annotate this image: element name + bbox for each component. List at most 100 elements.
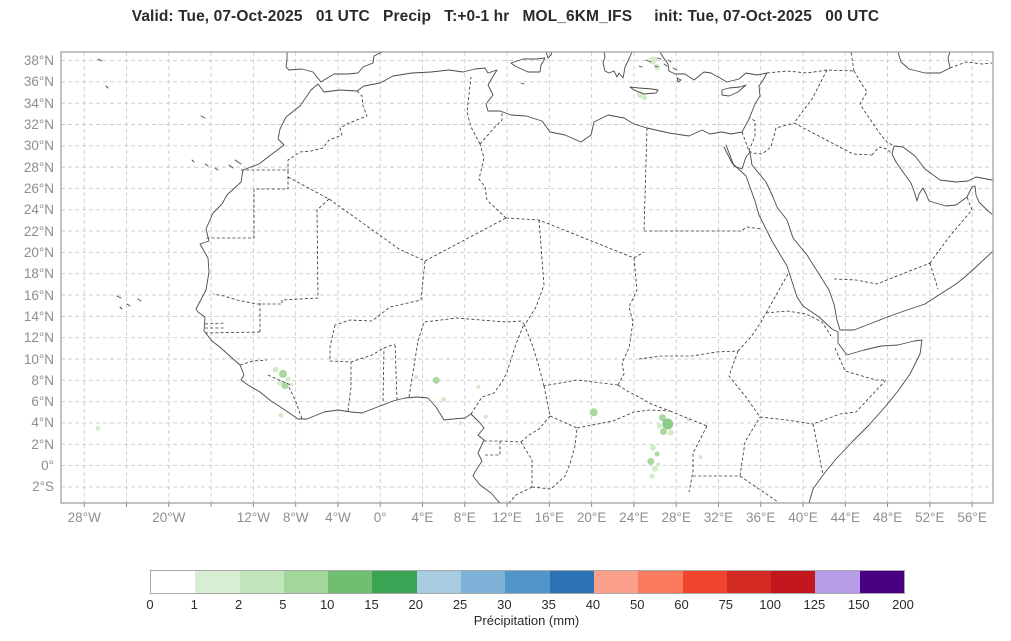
colorbar-segment	[372, 571, 417, 593]
colorbar-tick-label: 0	[146, 597, 154, 612]
lat-tick-label: 12°N	[23, 330, 54, 346]
lon-tick-label: 0°	[373, 510, 387, 525]
colorbar-segment	[416, 571, 462, 593]
precip-cell	[667, 429, 674, 436]
colorbar-tick-label: 5	[279, 597, 287, 612]
precip-cell	[658, 414, 666, 422]
colorbar-tick-label: 50	[630, 597, 645, 612]
colorbar-segment	[726, 571, 772, 593]
colorbar-tick-label: 125	[803, 597, 826, 612]
colorbar-tick-label: 25	[452, 597, 468, 612]
lat-tick-label: 36°N	[23, 74, 54, 90]
lat-tick-label: 34°N	[23, 95, 54, 111]
precip-cell	[272, 366, 279, 373]
axis-tick-marks	[83, 503, 973, 507]
lon-tick-label: 48°E	[872, 510, 903, 525]
precip-cell	[656, 423, 662, 429]
colorbar-segment	[461, 571, 506, 593]
colorbar-tick-label: 15	[364, 597, 379, 612]
colorbar-tick-label: 1	[190, 597, 198, 612]
precip-cell	[276, 379, 283, 386]
lon-tick-label: 8°E	[453, 510, 476, 525]
lon-tick-label: 28°W	[67, 510, 101, 525]
precip-cell	[441, 397, 447, 403]
map-border-frame	[60, 51, 994, 504]
map-canvas	[60, 51, 994, 507]
lat-tick-label: 28°N	[23, 159, 54, 175]
lat-tick-label: 38°N	[23, 53, 54, 69]
precip-cell	[278, 369, 287, 378]
lat-tick-label: 2°S	[32, 479, 54, 495]
colorbar-tick-label: 60	[674, 597, 689, 612]
colorbar-tick-label: 100	[759, 597, 781, 612]
map-svg	[60, 51, 994, 507]
lon-tick-label: 56°E	[957, 510, 987, 525]
colorbar-tick-label: 2	[234, 597, 243, 612]
colorbar-segment	[638, 571, 683, 593]
lon-tick-label: 36°E	[746, 510, 776, 525]
precip-cell	[649, 473, 655, 479]
lat-tick-label: 22°N	[23, 223, 54, 239]
colorbar-tick-label: 10	[319, 597, 335, 612]
precip-cell	[289, 382, 294, 387]
precip-cell	[414, 375, 419, 380]
lon-tick-label: 12°E	[492, 510, 522, 525]
country-borders	[203, 51, 993, 504]
colorbar-tick-label: 75	[718, 597, 734, 612]
lon-tick-label: 16°E	[534, 510, 565, 525]
colorbar-tick-label: 20	[408, 597, 423, 612]
precip-cell	[686, 417, 691, 422]
lon-tick-label: 44°E	[830, 510, 860, 525]
lon-tick-label: 20°W	[152, 510, 186, 525]
precip-cell	[285, 376, 291, 382]
precip-cell	[483, 414, 488, 419]
colorbar-segment	[239, 571, 284, 593]
colorbar-segment	[195, 571, 240, 593]
lat-tick-label: 30°N	[23, 138, 54, 154]
lat-tick-label: 18°N	[23, 266, 54, 282]
lon-tick-label: 12°W	[236, 510, 270, 525]
colorbar-tick-label: 35	[541, 597, 556, 612]
lat-tick-label: 6°N	[31, 394, 54, 410]
colorbar-segment	[682, 571, 727, 593]
colorbar-tick-label: 200	[892, 597, 914, 612]
colorbar-segment	[283, 571, 329, 593]
lon-tick-label: 52°E	[915, 510, 945, 525]
precip-cell	[432, 376, 440, 384]
colorbar-segment	[859, 571, 905, 593]
colorbar-caption: Précipitation (mm)	[473, 613, 580, 628]
lon-tick-label: 20°E	[576, 510, 607, 525]
page-title: Valid: Tue, 07-Oct-2025 01 UTC Precip T:…	[131, 8, 880, 25]
lat-tick-label: 16°N	[23, 287, 54, 303]
colorbar-tick-label: 40	[585, 597, 601, 612]
precip-cell	[698, 455, 703, 460]
precip-cell	[278, 413, 284, 419]
lat-tick-label: 26°N	[23, 180, 54, 196]
lat-tick-label: 0°	[41, 458, 54, 474]
lon-tick-label: 4°W	[325, 510, 351, 525]
precip-cell	[641, 95, 647, 101]
colorbar-segment	[328, 571, 373, 593]
precip-cell	[654, 451, 660, 457]
precip-cell	[662, 418, 674, 430]
lat-tick-label: 20°N	[23, 244, 54, 260]
lon-tick-label: 28°E	[661, 510, 691, 525]
precip-cell	[648, 56, 657, 65]
coastlines	[97, 51, 993, 504]
colorbar-segment	[593, 571, 639, 593]
precip-cell	[647, 457, 655, 465]
precip-cell	[281, 382, 289, 390]
lat-tick-label: 10°N	[23, 351, 54, 367]
precip-cell	[659, 427, 667, 435]
lon-tick-label: 24°E	[619, 510, 649, 525]
precip-cell	[652, 465, 659, 472]
lon-tick-label: 40°E	[788, 510, 818, 525]
precipitation-colorbar	[150, 570, 905, 594]
precipitation-cells	[95, 56, 703, 479]
lon-tick-label: 8°W	[282, 510, 309, 525]
lat-tick-label: 2°N	[31, 436, 54, 452]
lat-tick-label: 24°N	[23, 202, 54, 218]
precip-cell	[458, 421, 463, 425]
lon-tick-label: 4°E	[411, 510, 434, 525]
